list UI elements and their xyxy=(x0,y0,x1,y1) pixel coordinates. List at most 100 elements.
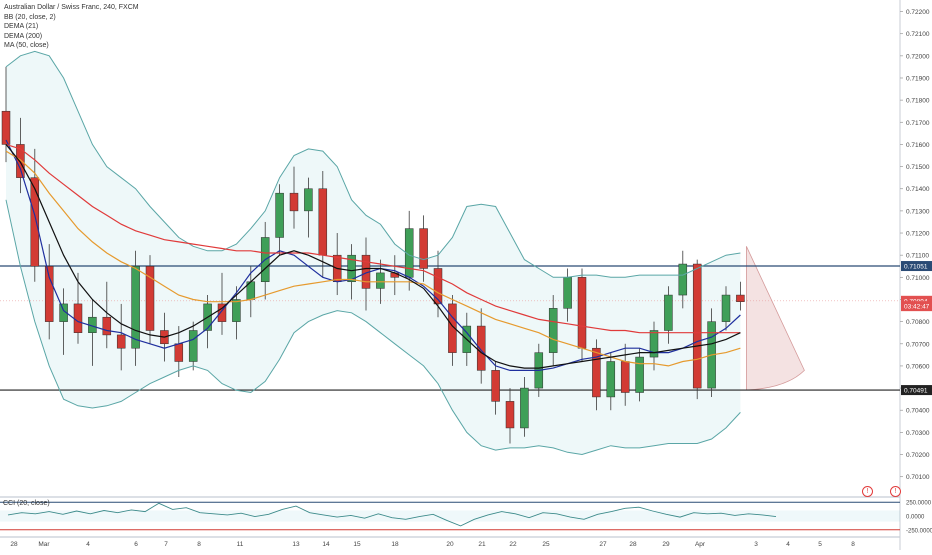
x-tick-label: 8 xyxy=(197,541,201,548)
candle-body[interactable] xyxy=(635,356,644,393)
x-tick-label: 13 xyxy=(292,541,300,548)
x-tick-label: 8 xyxy=(851,541,855,548)
indicator-lines xyxy=(5,50,741,456)
y-tick-label: 0.70300 xyxy=(906,430,930,437)
candle-body[interactable] xyxy=(664,294,673,331)
x-tick-label: 22 xyxy=(509,541,517,548)
candle-body[interactable] xyxy=(131,266,140,349)
legend-item-bb[interactable]: BB (20, close, 2) xyxy=(4,13,56,21)
legend: Australian Dollar / Swiss Franc, 240, FX… xyxy=(4,3,139,51)
candle-body[interactable] xyxy=(678,263,688,296)
candle-body[interactable] xyxy=(59,303,68,322)
y-tick-label: 0.71500 xyxy=(906,164,930,171)
x-tick-label: 5 xyxy=(818,541,822,548)
dema-200-line xyxy=(5,143,741,334)
y-tick-label: 0.71100 xyxy=(906,253,929,260)
x-tick-label: Apr xyxy=(695,541,706,548)
x-tick-label: 28 xyxy=(629,541,637,548)
candle-body[interactable] xyxy=(692,263,702,389)
alert-icon[interactable]: ! xyxy=(862,486,873,497)
x-tick-label: 27 xyxy=(599,541,607,548)
y-tick-label: 0.71300 xyxy=(906,208,930,215)
candle-body[interactable] xyxy=(577,277,587,349)
x-tick-label: 3 xyxy=(754,541,758,548)
cci-title[interactable]: CCI (20, close) xyxy=(3,500,50,507)
candle-body[interactable] xyxy=(318,188,328,256)
candle-body[interactable] xyxy=(73,303,83,333)
price-label-badge xyxy=(901,295,932,306)
alert-icon[interactable]: ! xyxy=(890,486,901,497)
cci-tick-label: 250.0000 xyxy=(906,501,932,507)
y-tick-label: 0.72200 xyxy=(906,9,930,16)
grid xyxy=(0,0,901,550)
candle-body[interactable] xyxy=(736,294,745,302)
y-tick-label: 0.70400 xyxy=(906,408,930,415)
candle-body[interactable] xyxy=(304,188,313,212)
candle-body[interactable] xyxy=(620,361,630,393)
candle-body[interactable] xyxy=(174,343,184,362)
dema-21-line xyxy=(5,139,741,371)
candle-body[interactable] xyxy=(419,228,428,269)
candle-body[interactable] xyxy=(289,192,299,212)
x-tick-label: 7 xyxy=(164,541,168,548)
price-label: 0.70491 xyxy=(904,388,928,395)
y-tick-label: 0.71600 xyxy=(906,142,930,149)
bb-lower-line xyxy=(5,199,741,456)
triangle-shape[interactable] xyxy=(746,246,805,391)
x-tick-label: 14 xyxy=(322,541,330,548)
candle-body[interactable] xyxy=(116,334,126,349)
candle-body[interactable] xyxy=(30,177,40,267)
x-tick-label: Mar xyxy=(38,541,50,548)
chart-title: Australian Dollar / Swiss Franc, 240, FX… xyxy=(4,4,139,11)
candle-body[interactable] xyxy=(563,277,572,309)
x-tick-label: 6 xyxy=(134,541,138,548)
candle-body[interactable] xyxy=(520,387,529,429)
candle-body[interactable] xyxy=(102,316,112,336)
cci-pane xyxy=(0,501,900,531)
candle-body[interactable] xyxy=(217,303,227,322)
price-label-badge xyxy=(901,301,932,312)
y-tick-label: 0.71400 xyxy=(906,186,930,193)
legend-item-ma-50[interactable]: MA (50, close) xyxy=(4,42,49,50)
y-tick-label: 0.70800 xyxy=(906,319,930,326)
legend-item-dema-21[interactable]: DEMA (21) xyxy=(4,23,39,31)
candle-body[interactable] xyxy=(649,330,659,358)
y-tick-label: 0.72100 xyxy=(906,31,930,38)
cci-tick-label: -250.0000 xyxy=(906,528,932,534)
candle-body[interactable] xyxy=(448,303,457,353)
candle-body[interactable] xyxy=(376,272,385,289)
candle-body[interactable] xyxy=(606,361,616,398)
candle-body[interactable] xyxy=(433,268,443,305)
price-label-badge xyxy=(901,385,932,396)
y-tick-label: 0.71000 xyxy=(906,275,930,282)
legend-item-dema-200[interactable]: DEMA (200) xyxy=(4,32,43,40)
y-tick-label: 0.70600 xyxy=(906,363,930,370)
bollinger-band-fill xyxy=(6,51,741,455)
cci-band xyxy=(0,510,900,522)
x-tick-label: 28 xyxy=(10,541,18,548)
candle-body[interactable] xyxy=(44,266,54,322)
candle-body[interactable] xyxy=(188,330,198,362)
price-label: 0.71051 xyxy=(904,264,928,271)
x-tick-label: 18 xyxy=(391,541,399,548)
candle-body[interactable] xyxy=(1,110,11,145)
candle-body[interactable] xyxy=(721,294,731,322)
x-tick-label: 15 xyxy=(353,541,361,548)
candle-body[interactable] xyxy=(505,401,515,429)
price-label-badge xyxy=(901,261,932,272)
candle-body[interactable] xyxy=(476,325,486,371)
candle-body[interactable] xyxy=(275,192,284,238)
y-tick-label: 0.71200 xyxy=(906,231,930,238)
candle-body[interactable] xyxy=(347,254,356,283)
candle-body[interactable] xyxy=(548,308,558,353)
cci-tick-label: 0.0000 xyxy=(906,515,925,521)
axes: 0.72200 0.72100 0.72000 0.71900 0.71800 0.717… xyxy=(10,9,932,548)
candle-body[interactable] xyxy=(145,266,155,331)
candle-body[interactable] xyxy=(491,370,500,402)
bb-basis-line xyxy=(5,144,741,369)
candle-body[interactable] xyxy=(592,347,601,398)
candle-body[interactable] xyxy=(232,299,241,322)
x-tick-label: 11 xyxy=(237,541,244,548)
y-tick-label: 0.71900 xyxy=(906,75,930,82)
